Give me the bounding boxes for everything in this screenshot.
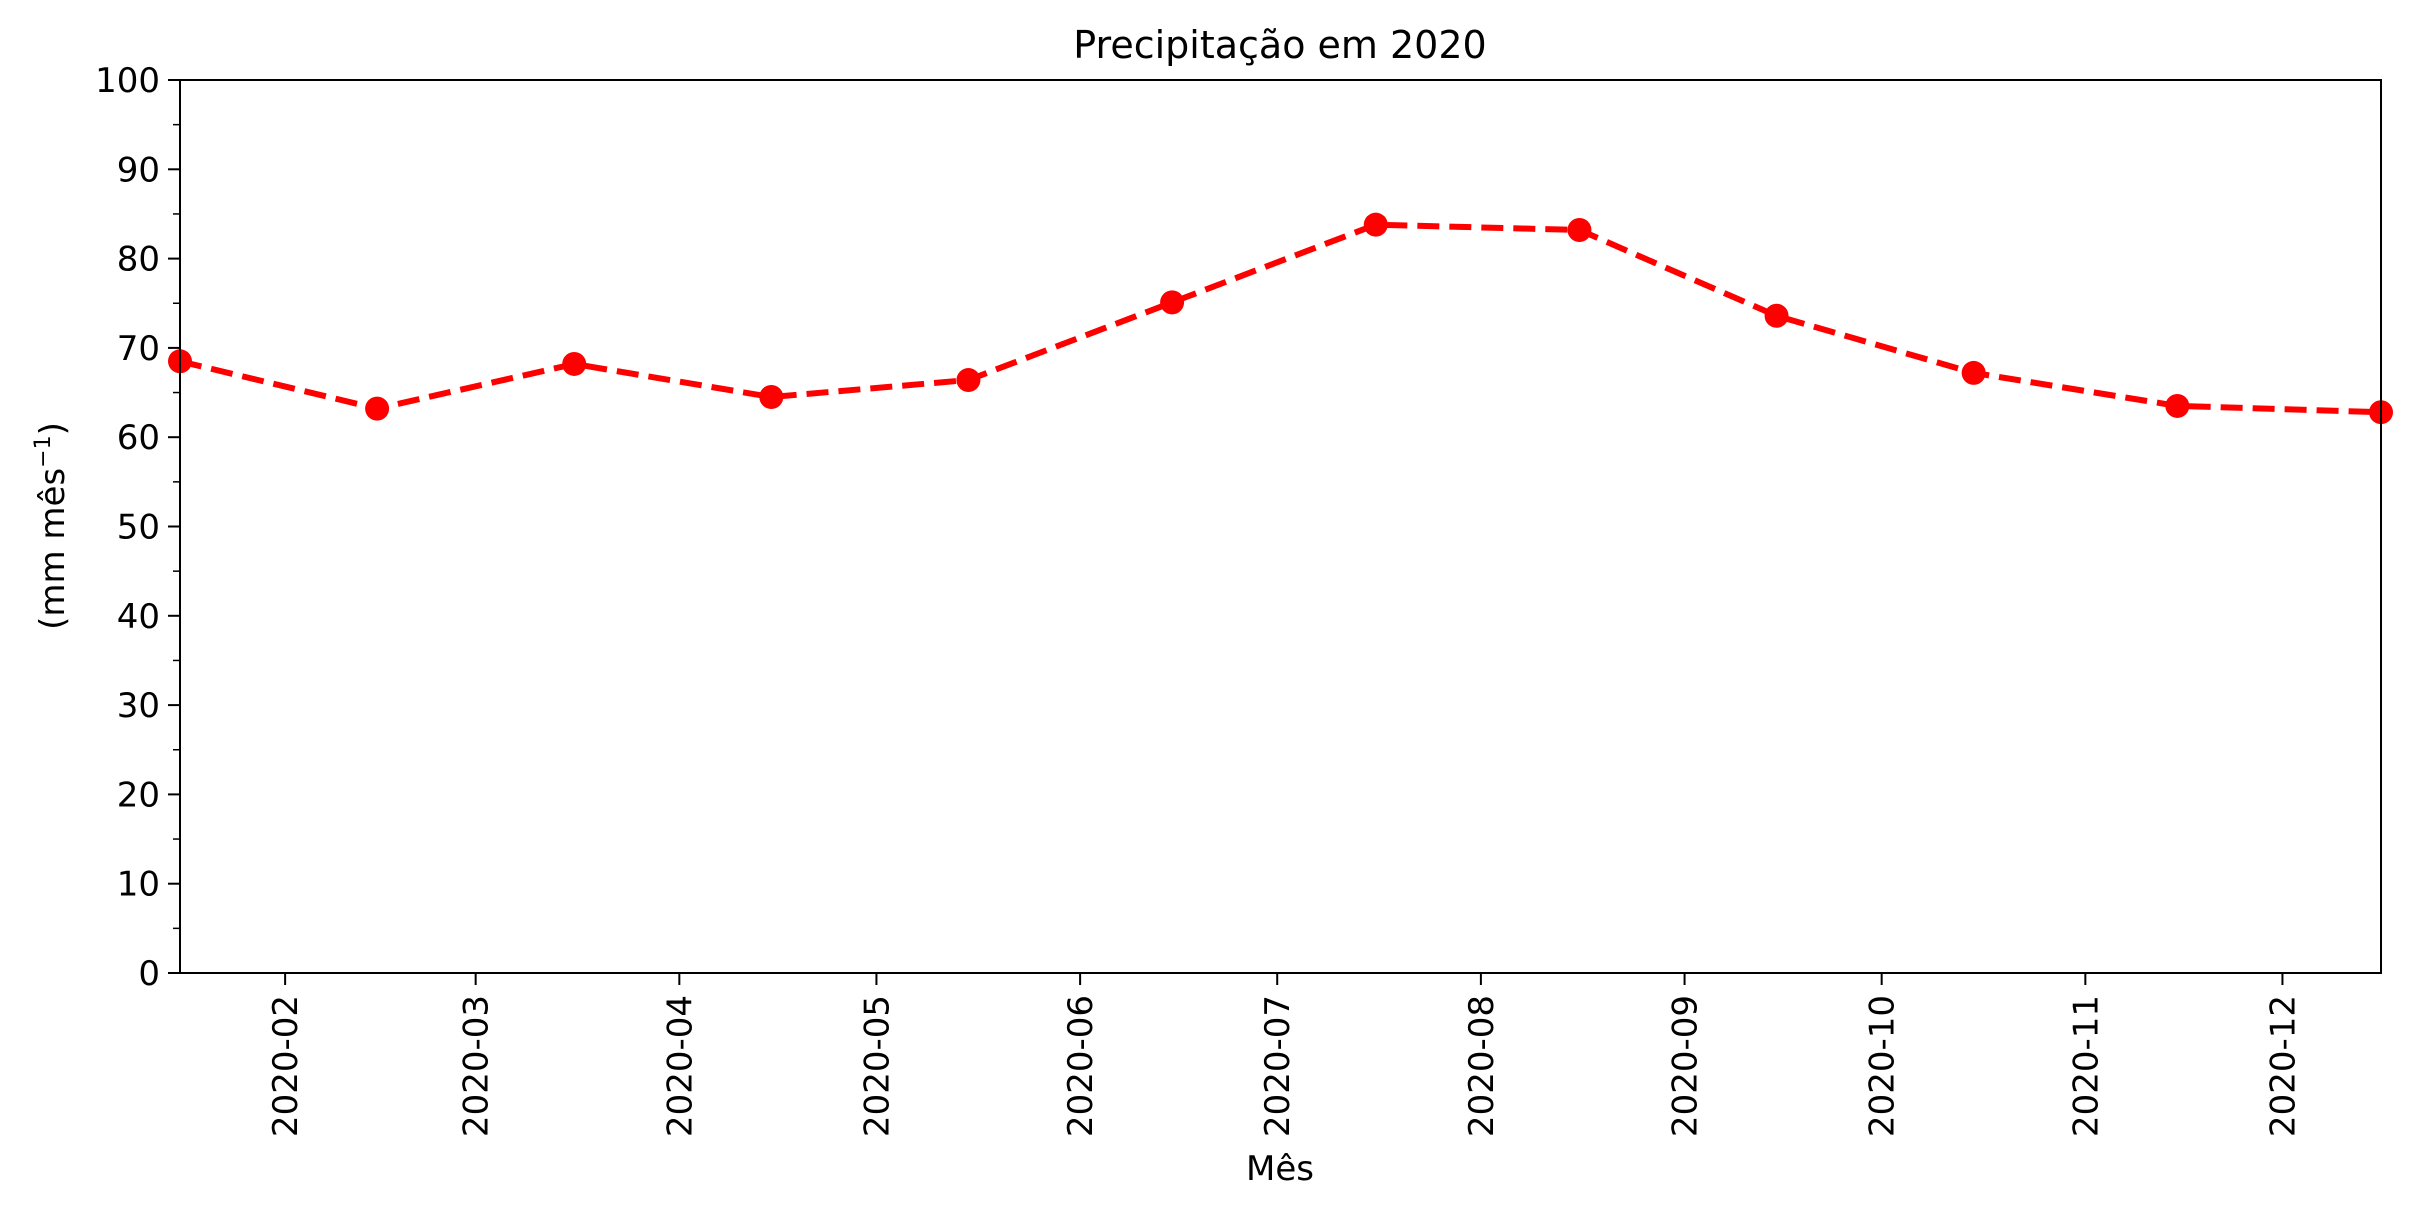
x-tick-label: 2020-03 [457, 995, 497, 1137]
y-tick-label: 80 [117, 240, 160, 280]
x-tick-label: 2020-05 [857, 995, 897, 1137]
y-tick-label: 90 [117, 150, 160, 190]
y-tick-label: 70 [117, 329, 160, 369]
data-point [365, 396, 390, 421]
y-axis-ticks: 0 10 20 30 40 50 60 70 80 90 100 [95, 61, 180, 994]
data-point [1160, 290, 1185, 315]
x-tick-label: 2020-08 [1462, 995, 1502, 1137]
data-point [1961, 360, 1986, 385]
y-tick-label: 30 [117, 686, 160, 726]
y-tick-label: 40 [117, 597, 160, 637]
data-point [562, 351, 587, 376]
x-tick-label: 2020-04 [660, 995, 700, 1137]
data-point [1764, 303, 1789, 328]
data-point [1363, 212, 1388, 237]
y-tick-label: 60 [117, 418, 160, 458]
y-tick-label: 0 [138, 954, 160, 994]
x-tick-label: 2020-11 [2066, 995, 2106, 1137]
y-tick-label: 50 [117, 508, 160, 548]
x-axis-ticks: 2020-02 2020-03 2020-04 2020-05 2020-06 2020-… [266, 973, 2303, 1137]
series-layer [168, 212, 2393, 425]
y-axis-label-exponent: −1 [31, 435, 56, 467]
data-point [1567, 218, 1592, 243]
y-tick-label: 20 [117, 775, 160, 815]
x-tick-label: 2020-07 [1258, 995, 1298, 1137]
x-tick-label: 2020-06 [1061, 995, 1101, 1137]
y-axis-label-prefix: (mm mês [33, 468, 73, 630]
x-axis-label: Mês [1246, 1149, 1314, 1189]
y-axis-label-suffix: ) [33, 422, 73, 435]
data-point [2165, 393, 2190, 418]
data-point [956, 368, 981, 393]
x-tick-label: 2020-02 [266, 995, 306, 1137]
chart-title: Precipitação em 2020 [1073, 23, 1486, 67]
y-tick-label: 100 [95, 61, 160, 101]
x-tick-label: 2020-12 [2263, 995, 2303, 1137]
data-point [759, 385, 784, 410]
plot-frame [179, 79, 2382, 974]
x-tick-label: 2020-10 [1863, 995, 1903, 1137]
y-axis-label: (mm mês−1) [31, 422, 73, 630]
y-tick-label: 10 [117, 865, 160, 905]
x-tick-label: 2020-09 [1666, 995, 1706, 1137]
series-line [179, 221, 2382, 416]
